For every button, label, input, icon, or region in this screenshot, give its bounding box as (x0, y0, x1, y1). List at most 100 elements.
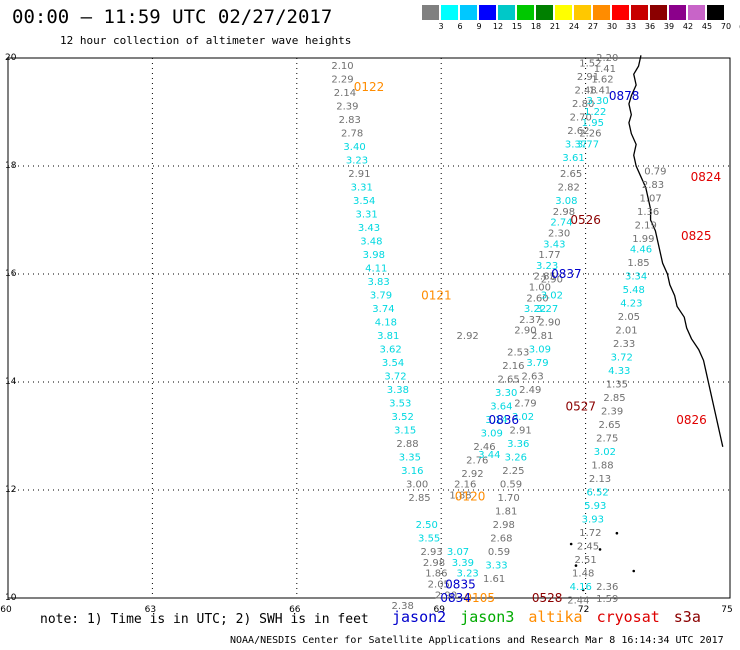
x-tick-label: 60 (0, 605, 12, 615)
swh-value-label: 2.05 (428, 580, 450, 591)
swh-value-label: 2.75 (596, 434, 618, 445)
swh-value-label: 2.46 (473, 442, 495, 453)
color-scale-tick: 36 (644, 22, 656, 31)
color-scale-tick: 33 (625, 22, 637, 31)
swh-value-label: 3.72 (384, 372, 406, 383)
swh-value-label: 2.63 (522, 372, 544, 383)
swh-value-label: 3.64 (490, 401, 512, 412)
swh-value-label: 3.55 (418, 534, 440, 545)
pass-time-label: 0526 (570, 213, 601, 227)
swh-value-label: 3.02 (512, 412, 534, 423)
swh-value-label: 3.33 (485, 561, 507, 572)
swh-value-label: 2.65 (599, 420, 621, 431)
swh-value-label: 2.60 (526, 293, 548, 304)
legend-item: altika (528, 608, 583, 626)
pass-time-label: 0826 (676, 413, 707, 427)
swh-value-label: 1.35 (606, 380, 628, 391)
swh-value-label: 2.65 (497, 374, 519, 385)
swh-value-label: 2.05 (618, 312, 640, 323)
swh-value-label: 2.01 (615, 326, 637, 337)
swh-value-label: 3.23 (457, 569, 479, 580)
swh-value-label: 2.20 (596, 53, 618, 64)
swh-value-label: 6.52 (587, 488, 609, 499)
island-marker (598, 548, 602, 551)
swh-value-label: 2.10 (331, 61, 353, 72)
satellite-legend: jason2 jason3 altika cryosat s3a (392, 608, 715, 626)
swh-value-label: 1.72 (579, 528, 601, 539)
island-marker (574, 564, 578, 567)
swh-value-label: 2.70 (570, 112, 592, 123)
color-scale-tick: 30 (606, 22, 618, 31)
color-swatch (498, 5, 515, 20)
swh-value-label: 1.81 (495, 507, 517, 518)
swh-value-label: 3.39 (452, 558, 474, 569)
pass-time-label: 0120 (455, 489, 486, 503)
swh-value-label: 2.44 (567, 596, 589, 607)
swh-value-label: 4.18 (375, 318, 397, 329)
swh-value-label: 2.39 (601, 407, 623, 418)
swh-value-label: 3.16 (401, 466, 423, 477)
swh-value-label: 3.40 (343, 142, 365, 153)
pass-time-label: 0824 (691, 170, 722, 184)
color-scale-tick: 9 (476, 22, 482, 31)
observation-labels: 2.10 2.29 2.14 2.39 2.83 2.78 3.40 3.23 2.91 3.31… (331, 53, 666, 612)
swh-value-label: 1.07 (639, 193, 661, 204)
legend-item: jason2 (392, 608, 447, 626)
color-scale-tick: 39 (663, 22, 675, 31)
y-tick-label: 18 (5, 161, 17, 171)
y-tick-label: 16 (5, 269, 17, 279)
swh-value-label: 2.98 (553, 207, 575, 218)
swh-value-label: 2.65 (560, 169, 582, 180)
swh-value-label: 3.62 (380, 345, 402, 356)
pass-time-label: 0835 (445, 578, 476, 592)
color-swatch (707, 5, 724, 20)
swh-value-label: 2.49 (519, 385, 541, 396)
swh-value-label: 2.91 (509, 426, 531, 437)
color-scale-tick: 18 (530, 22, 542, 31)
swh-value-label: 3.61 (562, 153, 584, 164)
swh-value-label: 2.62 (567, 126, 589, 137)
color-swatch (536, 5, 553, 20)
color-swatch (460, 5, 477, 20)
swh-value-label: 3.02 (541, 291, 563, 302)
color-swatch (441, 5, 458, 20)
swh-value-label: 2.83 (642, 180, 664, 191)
swh-value-label: 3.38 (387, 385, 409, 396)
swh-value-label: 1.88 (591, 461, 613, 472)
pass-time-label: 0837 (551, 267, 582, 281)
swh-value-label: 2.88 (396, 439, 418, 450)
swh-value-label: 2.53 (507, 347, 529, 358)
swh-value-label: 4.46 (630, 245, 652, 256)
island-marker (632, 569, 636, 573)
swh-value-label: 1.41 (589, 85, 611, 96)
color-swatch (593, 5, 610, 20)
swh-value-label: 2.81 (531, 331, 553, 342)
map-frame (7, 57, 731, 599)
swh-value-label: 2.92 (457, 331, 479, 342)
swh-value-label: 2.90 (538, 318, 560, 329)
swh-value-label: 2.85 (408, 493, 430, 504)
swh-value-label: 3.93 (582, 515, 604, 526)
color-scale-tick: 24 (568, 22, 580, 31)
color-scale-tick: 21 (549, 22, 561, 31)
pass-time-label: 0825 (681, 229, 712, 243)
swh-value-label: 3.54 (382, 358, 404, 369)
swh-value-label: 0.59 (488, 547, 510, 558)
swh-value-label: 2.14 (334, 88, 356, 99)
swh-value-label: 3.77 (577, 139, 599, 150)
swh-value-label: 1.41 (594, 64, 616, 75)
swh-value-label: 3.74 (372, 304, 394, 315)
swh-value-label: 3.09 (481, 428, 503, 439)
swh-value-label: 2.16 (502, 361, 524, 372)
pass-time-label: 0836 (488, 413, 519, 427)
color-scale-tick: 45 (701, 22, 713, 31)
y-tick-label: 12 (5, 485, 16, 495)
swh-value-label: 2.78 (341, 129, 363, 140)
swh-value-label: 2.80 (572, 99, 594, 110)
swh-value-label: 2.29 (331, 75, 353, 86)
color-swatch (517, 5, 534, 20)
x-tick-label: 75 (721, 605, 732, 615)
color-scale-tick: (ft) (736, 22, 740, 31)
swh-value-label: 2.19 (635, 220, 657, 231)
